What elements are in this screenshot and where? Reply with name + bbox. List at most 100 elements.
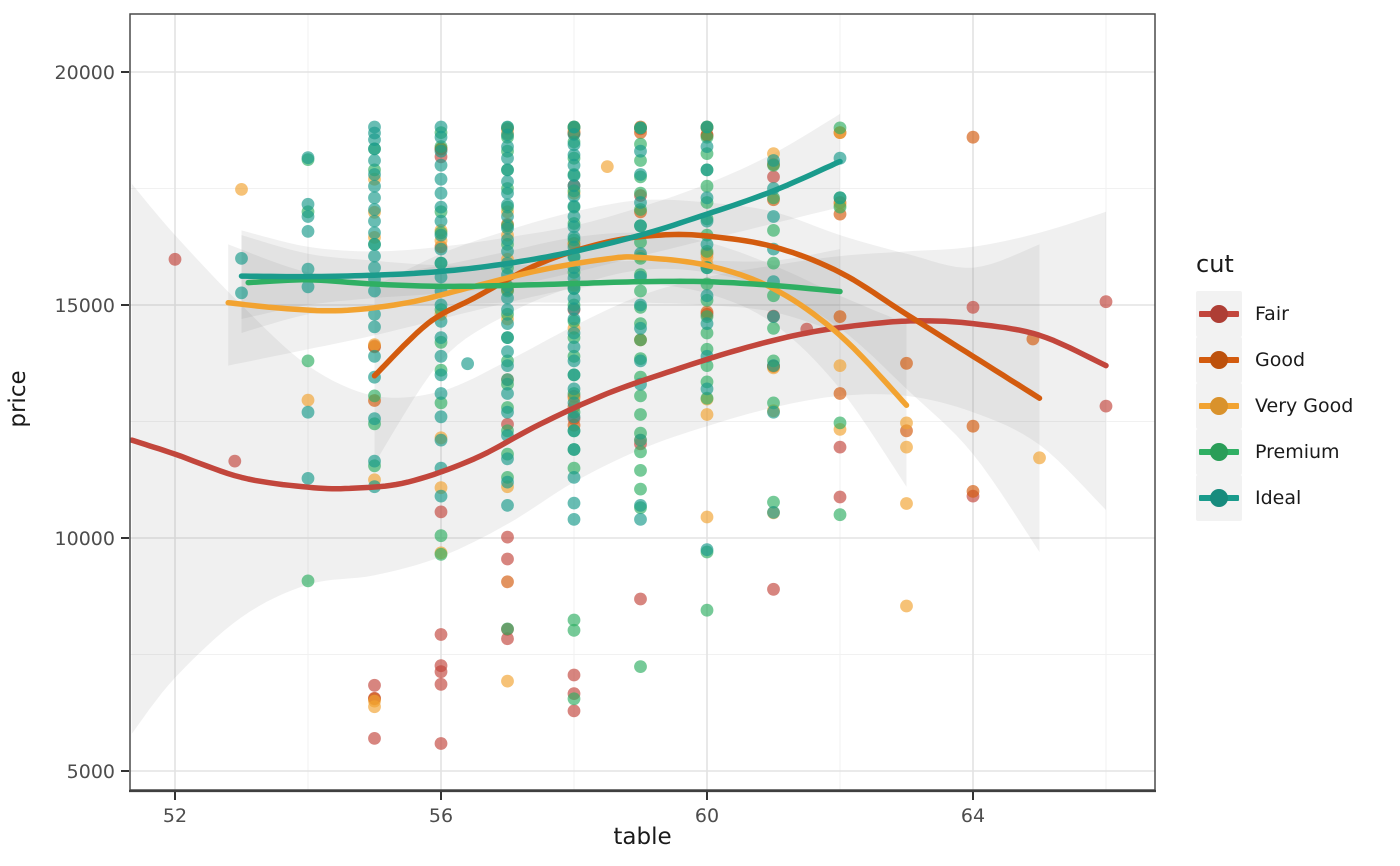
data-point [634,592,647,606]
data-point [567,668,581,682]
data-point [634,464,647,477]
data-point [434,349,448,363]
data-point [368,261,381,275]
data-point [833,200,847,214]
data-point [567,326,581,340]
legend-item-premium: Premium [1196,429,1353,475]
data-point [900,416,913,430]
data-point [567,302,581,316]
data-point [634,354,647,368]
data-point [767,256,780,270]
data-point [501,303,514,317]
legend-key-premium-icon [1196,429,1242,475]
data-point [966,485,980,498]
data-point [368,307,381,321]
data-point [501,291,514,305]
data-point [228,454,242,468]
data-point [168,252,182,266]
legend-label-good: Good [1255,349,1306,371]
data-point [501,128,514,142]
smooth-line-ideal [238,158,843,280]
data-point [501,530,514,544]
data-point [368,238,381,251]
data-point [567,513,581,526]
data-point [767,310,780,323]
y-tick-label: 10000 [55,528,115,550]
smooth-line-fair [130,318,1109,492]
data-point [368,389,381,403]
data-point [434,505,448,519]
data-point [567,210,581,223]
smooth-line-good [371,231,1043,401]
data-point [434,200,448,214]
data-point [767,170,780,184]
legend-label-premium: Premium [1255,441,1340,463]
data-point [368,249,381,263]
data-point [501,221,514,235]
data-point [301,210,315,223]
data-point [501,632,514,646]
data-point [833,508,847,522]
data-point [634,333,647,347]
data-point [501,387,514,400]
data-point [434,737,448,750]
data-point [434,158,448,172]
data-point [301,354,315,368]
data-point [434,547,448,561]
data-point [368,214,381,228]
data-point [634,499,647,512]
data-point [501,317,514,330]
data-point [634,196,647,209]
data-point [567,443,581,456]
data-point [567,461,581,475]
data-point [235,252,248,265]
data-point [434,186,448,200]
x-tick-label: 52 [163,805,187,827]
data-point [368,320,381,334]
data-point [833,359,847,372]
data-point [567,410,581,424]
data-point [700,510,714,524]
data-point [634,433,647,447]
x-tick-label: 64 [961,805,985,827]
data-point [634,168,647,181]
data-point [567,127,581,141]
data-point [700,382,714,396]
legend-item-very-good: Very Good [1196,383,1353,429]
data-point [634,284,647,298]
data-point [700,543,714,557]
legend-key-ideal-icon [1196,475,1242,521]
data-point [900,440,913,454]
data-point [434,368,448,382]
data-point [700,408,714,421]
data-point [634,660,647,673]
data-point [900,497,913,510]
data-point [301,225,315,238]
data-point [501,552,514,566]
data-point [501,345,514,358]
legend-key-good-icon [1196,337,1242,383]
data-point [434,529,448,543]
smooth-line-premium [245,277,843,295]
data-point [833,191,847,205]
data-point [501,622,514,636]
data-point [567,230,581,244]
data-point [567,692,581,706]
data-point [567,312,581,326]
data-point [567,220,581,234]
x-axis-title: table [613,824,672,850]
data-point [368,349,381,363]
data-point [434,628,448,641]
data-point [700,163,714,177]
data-point [434,214,448,228]
smooth-line-very-good [225,254,910,408]
data-point [634,513,647,526]
data-point [434,120,448,134]
data-point [700,191,714,205]
x-tick-label: 56 [429,805,453,827]
data-point [900,599,913,613]
data-point [368,203,381,216]
data-point [700,289,714,303]
